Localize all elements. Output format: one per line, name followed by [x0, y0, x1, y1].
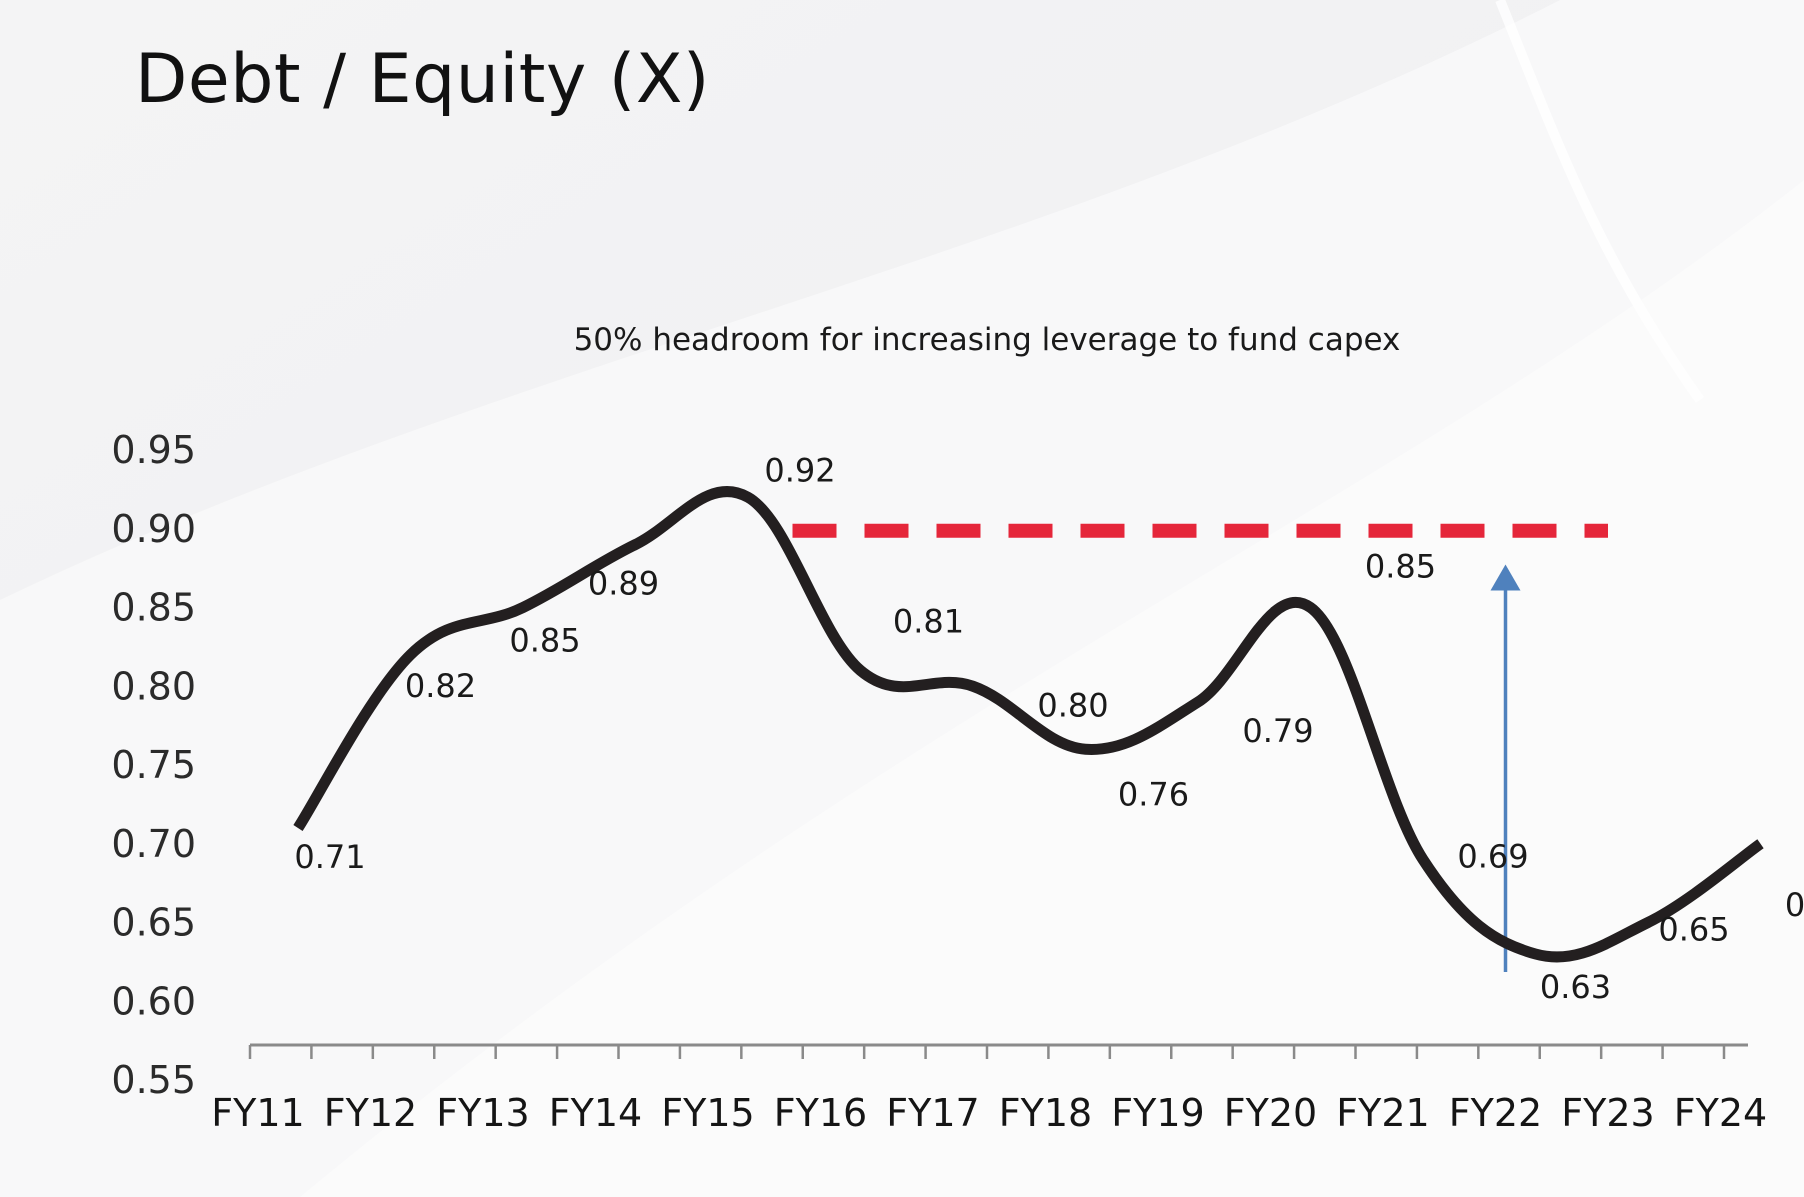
data-label: 0.70 — [1785, 886, 1804, 924]
data-labels: 0.710.820.850.890.920.810.800.760.790.85… — [294, 451, 1804, 1006]
x-tick-label: FY16 — [774, 1091, 867, 1135]
data-label: 0.76 — [1118, 775, 1189, 813]
headroom-arrow-group — [1490, 564, 1521, 972]
data-label: 0.89 — [588, 565, 659, 603]
x-tick-label: FY23 — [1561, 1091, 1654, 1135]
x-tick-label: FY11 — [211, 1091, 304, 1135]
x-tick-label: FY12 — [324, 1091, 417, 1135]
y-tick-label: 0.70 — [111, 822, 196, 866]
x-tick-label: FY20 — [1224, 1091, 1317, 1135]
x-axis: FY11 FY12 FY13 FY14 FY15 FY16 FY17 FY18 FY19 FY20… — [211, 1043, 1767, 1135]
chart-title: Debt / Equity (X) — [135, 40, 710, 119]
debt-equity-line — [293, 486, 1764, 963]
y-tick-label: 0.55 — [111, 1058, 196, 1102]
series-group — [293, 486, 1764, 963]
y-tick-label: 0.60 — [111, 979, 196, 1023]
x-tick-label: FY13 — [436, 1091, 529, 1135]
headroom-arrow-head — [1490, 564, 1521, 591]
headroom-annotation: 50% headroom for increasing leverage to … — [573, 322, 1401, 358]
x-tick-label: FY24 — [1674, 1091, 1767, 1135]
y-tick-label: 0.75 — [111, 743, 196, 787]
x-tick-label: FY18 — [999, 1091, 1092, 1135]
x-tick-label: FY15 — [661, 1091, 754, 1135]
data-label: 0.71 — [294, 838, 365, 876]
x-tick-label: FY17 — [886, 1091, 979, 1135]
x-tick-label: FY21 — [1336, 1091, 1429, 1135]
x-tick-label: FY14 — [549, 1091, 642, 1135]
data-label: 0.85 — [1365, 548, 1436, 586]
data-label: 0.69 — [1457, 838, 1528, 876]
y-axis: 0.95 0.90 0.85 0.80 0.75 0.70 0.65 0.60 0.55 — [111, 428, 196, 1102]
data-label: 0.92 — [764, 451, 835, 489]
data-label: 0.80 — [1037, 686, 1108, 724]
data-label: 0.81 — [893, 603, 964, 641]
y-tick-label: 0.90 — [111, 507, 196, 551]
data-label: 0.82 — [405, 667, 476, 705]
data-label: 0.65 — [1658, 911, 1729, 949]
x-tick-label: FY22 — [1449, 1091, 1542, 1135]
y-tick-label: 0.80 — [111, 664, 196, 708]
y-tick-label: 0.95 — [111, 428, 196, 472]
data-label: 0.85 — [509, 622, 580, 660]
data-label: 0.63 — [1540, 968, 1611, 1006]
data-label: 0.79 — [1242, 712, 1313, 750]
y-tick-label: 0.85 — [111, 586, 196, 630]
x-tick-label: FY19 — [1111, 1091, 1204, 1135]
y-tick-label: 0.65 — [111, 901, 196, 945]
